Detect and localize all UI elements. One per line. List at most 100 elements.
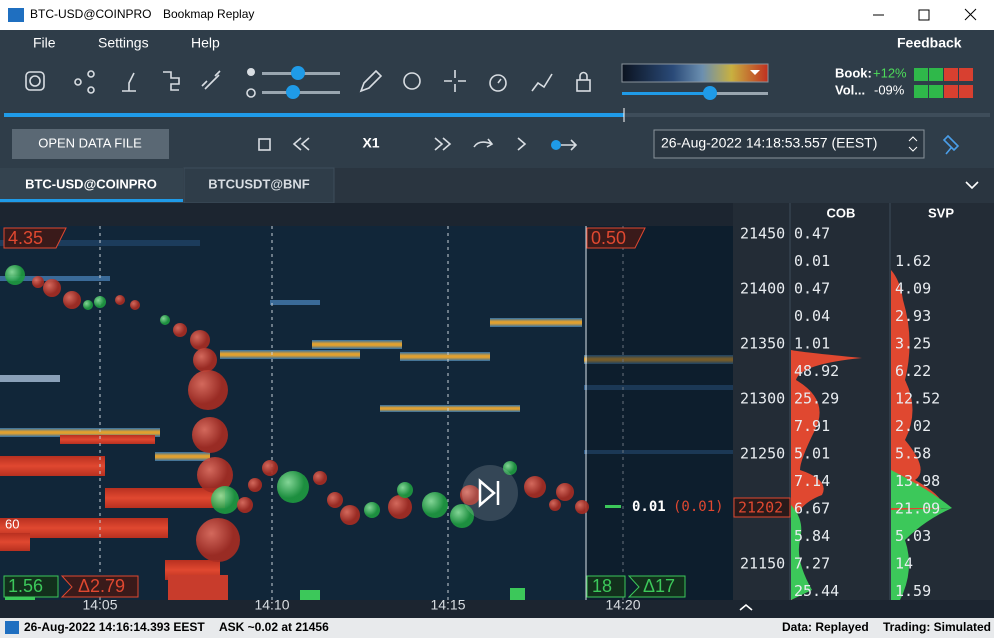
trade-bubble	[549, 499, 561, 511]
cob-value: 0.47	[794, 225, 830, 243]
price-label: 21350	[740, 335, 785, 353]
svp-value: 12.52	[895, 390, 940, 408]
open-file-button[interactable]	[12, 129, 169, 159]
tab-label: BTC-USD@COINPRO	[25, 176, 157, 191]
trade-bubble	[450, 504, 474, 528]
trade-bubble	[237, 497, 253, 513]
liquidity-level	[0, 533, 30, 551]
pin[interactable]	[942, 134, 960, 155]
label-box	[60, 575, 139, 598]
svp-header: SVP	[928, 205, 954, 220]
menu-item[interactable]: File	[33, 35, 56, 51]
play-overlay[interactable]	[462, 465, 518, 521]
trade-bubble	[364, 502, 380, 518]
contrast-handle[interactable]	[703, 86, 717, 100]
menu-bar	[0, 30, 994, 58]
trade-bubble	[190, 330, 210, 350]
svp-value: 3.25	[895, 335, 931, 353]
trade-bubble	[211, 486, 239, 514]
time-label: 14:10	[254, 597, 289, 613]
trade-bubble	[196, 518, 240, 562]
trade-bubble	[192, 417, 228, 453]
label-box	[3, 227, 67, 249]
svp-value: 21.09	[895, 500, 940, 518]
vol-label: Vol...	[835, 82, 865, 97]
cob-profile	[791, 350, 862, 600]
svp-value: 1.62	[895, 252, 931, 270]
svp-profile-bid	[891, 470, 952, 508]
balance-bars	[914, 68, 973, 98]
volume-bar	[300, 590, 320, 600]
liquidity-level	[490, 318, 582, 327]
playback-controls[interactable]	[258, 137, 578, 151]
time-labels: 14:05 14:10 14:15 14:20	[82, 597, 640, 613]
maximize[interactable]	[918, 9, 930, 21]
title-bar	[0, 0, 994, 30]
liquidity-level	[270, 300, 320, 305]
trade-bubble	[193, 348, 217, 372]
trade-bubble	[115, 295, 125, 305]
cob-value: 6.67	[794, 500, 830, 518]
trade-bubble	[397, 482, 413, 498]
svp-value: 2.02	[895, 417, 931, 435]
price-column	[733, 203, 790, 600]
current-price: 21202	[738, 499, 783, 517]
datetime-field[interactable]	[653, 129, 925, 159]
close[interactable]	[964, 8, 977, 21]
svp-value: 1.59	[895, 582, 931, 600]
trade-bubble	[32, 276, 44, 288]
trade-size: 0.01	[632, 499, 666, 515]
vol-value: -09%	[874, 82, 905, 97]
cob-value: 0.47	[794, 280, 830, 298]
trade-bubble	[248, 478, 262, 492]
spinner[interactable]	[908, 136, 918, 152]
trade-bubble	[556, 483, 574, 501]
cob-header: COB	[827, 205, 856, 220]
menu-item[interactable]: Settings	[98, 35, 149, 51]
cob-value: 25.29	[794, 390, 839, 408]
speed[interactable]: X1	[362, 135, 379, 151]
tab-label: BTCUSDT@BNF	[208, 176, 310, 191]
trade-bubble	[327, 492, 343, 508]
heatmap-layer	[0, 226, 733, 600]
cob-value: 0.04	[794, 307, 830, 325]
window-title: BTC-USD@COINPRO	[30, 7, 152, 21]
price-label: 21300	[740, 390, 785, 408]
trade-bubble	[524, 476, 546, 498]
liquidity-level	[0, 456, 105, 476]
volume-bar	[168, 575, 228, 600]
cob-value: 7.91	[794, 417, 830, 435]
color-map[interactable]	[621, 63, 769, 83]
time-label: 14:15	[430, 597, 465, 613]
trade-bubble	[503, 461, 517, 475]
play-icon	[478, 478, 500, 508]
liquidity-level	[155, 452, 210, 461]
tabs-menu[interactable]	[965, 181, 979, 190]
toolbar	[0, 58, 994, 108]
cob-value: 48.92	[794, 362, 839, 380]
bottom-right-value: 18	[592, 576, 612, 596]
book-label: Book:	[835, 65, 872, 80]
cob-value: 0.01	[794, 252, 830, 270]
trade-bubble	[83, 300, 93, 310]
menu-item[interactable]: Help	[191, 35, 220, 51]
feedback[interactable]: Feedback	[897, 35, 962, 51]
svp-profile-bid	[891, 508, 952, 600]
status-ask: ASK ~0.02 at 21456	[219, 620, 329, 634]
trade-bubble	[575, 500, 589, 514]
svp-value: 14	[895, 555, 913, 573]
liquidity-level	[312, 340, 402, 349]
toolbar-icons[interactable]	[25, 66, 591, 99]
status-time: 26-Aug-2022 14:16:14.393 EEST	[24, 620, 205, 634]
price-label: 21450	[740, 225, 785, 243]
svp-value: 5.03	[895, 527, 931, 545]
dropdown-arrow[interactable]	[750, 70, 760, 75]
scroll-up[interactable]	[739, 603, 753, 611]
cob-value: 25.44	[794, 582, 839, 600]
trade-bubble	[197, 457, 233, 493]
liquidity-level	[220, 350, 360, 359]
tab-active[interactable]	[0, 168, 183, 203]
price-label: 21150	[740, 555, 785, 573]
progress-fill	[4, 113, 624, 117]
